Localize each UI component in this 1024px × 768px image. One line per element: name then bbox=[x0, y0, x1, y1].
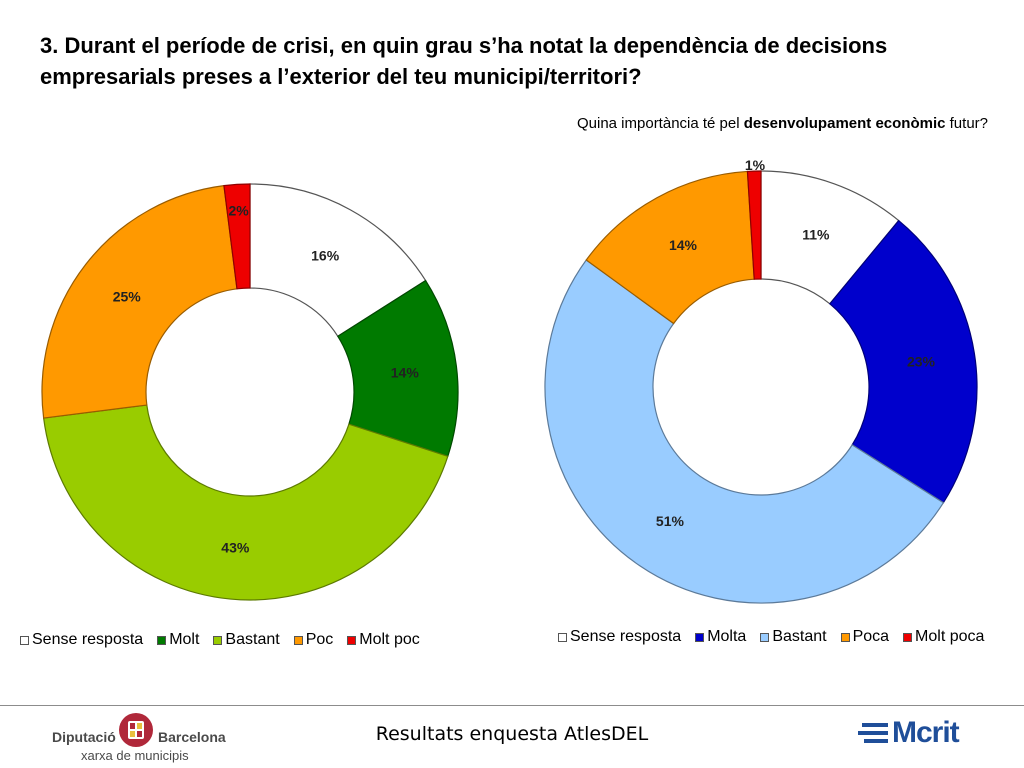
legend1-label-0: Sense resposta bbox=[570, 628, 682, 645]
legend0-swatch-3 bbox=[293, 635, 303, 645]
legend0-item-1: Molt bbox=[157, 631, 199, 649]
chart0-data-label-2: 43% bbox=[221, 539, 250, 555]
legend0-swatch-4 bbox=[347, 635, 357, 645]
chart0-slice-2 bbox=[42, 404, 449, 601]
legend1-label-3: Poca bbox=[852, 628, 890, 645]
legend0-label-0: Sense resposta bbox=[32, 631, 144, 648]
legend1-item-2: Bastant bbox=[760, 628, 827, 646]
legend-right: Sense resposta Molta Bastant Poca Molt poca bbox=[558, 628, 984, 646]
chart0-slice-0 bbox=[249, 183, 427, 338]
mcrit-logo: Mcrit bbox=[858, 716, 978, 756]
legend0-swatch-0 bbox=[20, 635, 29, 645]
donut-chart-left: 16% 14% 43% 25% 2% bbox=[41, 183, 459, 601]
logo-word-barcelona: Barcelona bbox=[158, 729, 226, 745]
legend0-item-2: Bastant bbox=[213, 631, 280, 649]
legend0-label-1: Molt bbox=[169, 631, 200, 648]
chart0-slice-3 bbox=[41, 184, 238, 419]
footer-caption: Resultats enquesta AtlesDEL bbox=[375, 723, 649, 745]
footer-divider bbox=[0, 705, 1024, 706]
logo-word-diputacio: Diputació bbox=[52, 729, 116, 745]
donut-chart-right: 11% 23% 51% 14% 1% bbox=[544, 157, 978, 604]
legend1-item-4: Molt poca bbox=[903, 628, 984, 646]
legend0-swatch-1 bbox=[157, 635, 167, 645]
right-chart-subtitle: Quina importància té pel desenvolupament… bbox=[577, 115, 988, 132]
legend0-item-4: Molt poc bbox=[347, 631, 420, 649]
chart1-slice-4 bbox=[746, 170, 762, 280]
legend1-item-0: Sense resposta bbox=[558, 628, 681, 646]
legend0-item-3: Poc bbox=[293, 631, 334, 649]
chart1-slice-3 bbox=[585, 170, 755, 325]
chart0-slice-4 bbox=[223, 183, 251, 290]
chart0-data-label-4: 2% bbox=[228, 202, 249, 218]
legend1-label-1: Molta bbox=[707, 628, 747, 645]
chart0-data-label-1: 14% bbox=[391, 364, 420, 380]
legend1-swatch-3 bbox=[840, 632, 850, 642]
slide-title: 3. Durant el període de crisi, en quin g… bbox=[40, 33, 888, 89]
legend1-swatch-2 bbox=[760, 632, 770, 642]
chart1-data-label-1: 23% bbox=[907, 354, 936, 370]
legend1-label-4: Molt poca bbox=[915, 628, 985, 645]
chart1-data-label-0: 11% bbox=[802, 227, 830, 243]
logo-subtitle: xarxa de municipis bbox=[81, 748, 189, 763]
subtitle-text-1: Quina importància té pel bbox=[576, 115, 744, 132]
legend1-swatch-1 bbox=[695, 632, 705, 642]
chart1-data-label-2: 51% bbox=[656, 513, 685, 529]
legend1-swatch-4 bbox=[903, 632, 913, 642]
legend0-label-4: Molt poc bbox=[359, 631, 420, 648]
chart1-slice-2 bbox=[544, 259, 945, 604]
legend0-swatch-2 bbox=[213, 635, 223, 645]
legend1-swatch-0 bbox=[558, 632, 567, 642]
legend1-item-3: Poca bbox=[840, 628, 890, 646]
legend0-label-2: Bastant bbox=[225, 631, 280, 648]
legend0-item-0: Sense resposta bbox=[20, 631, 143, 649]
subtitle-text-2: futur? bbox=[945, 115, 988, 132]
diputacio-barcelona-logo: Diputació Barcelona xarxa de municipis bbox=[52, 710, 232, 766]
legend1-label-2: Bastant bbox=[772, 628, 827, 645]
chart0-data-label-0: 16% bbox=[311, 247, 340, 263]
chart0-data-label-3: 25% bbox=[113, 288, 142, 304]
chart1-data-label-3: 14% bbox=[669, 237, 698, 253]
chart0-slice-1 bbox=[336, 279, 459, 458]
mcrit-mark-icon bbox=[858, 723, 888, 743]
legend0-label-3: Poc bbox=[305, 631, 334, 648]
coat-of-arms-icon bbox=[119, 713, 153, 747]
subtitle-bold-text: desenvolupament econòmic bbox=[743, 115, 946, 132]
mcrit-wordmark: Mcrit bbox=[892, 716, 960, 749]
legend-left: Sense resposta Molt Bastant Poc Molt poc bbox=[20, 631, 420, 649]
legend1-item-1: Molta bbox=[695, 628, 746, 646]
chart1-slice-1 bbox=[828, 219, 978, 504]
chart1-data-label-4: 1% bbox=[745, 157, 766, 173]
